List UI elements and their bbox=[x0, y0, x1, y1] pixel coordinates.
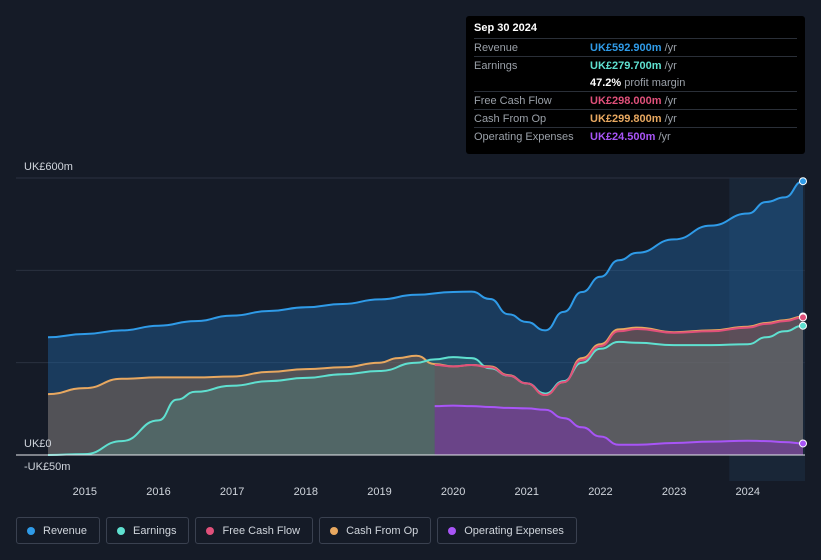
legend-item-cash-from-op[interactable]: Cash From Op bbox=[319, 517, 432, 544]
x-axis-ticks: 2015 2016 2017 2018 2019 2020 2021 2022 2023 2024 bbox=[73, 486, 760, 498]
legend-item-revenue[interactable]: Revenue bbox=[16, 517, 101, 544]
tooltip-row: Cash From Op UK£299.800m/yr bbox=[474, 109, 797, 127]
legend-label: Operating Expenses bbox=[464, 524, 564, 537]
legend-label: Free Cash Flow bbox=[222, 524, 301, 537]
tooltip-value: UK£299.800m bbox=[590, 112, 662, 125]
legend-label: Revenue bbox=[43, 524, 88, 537]
x-tick-label: 2024 bbox=[736, 486, 760, 498]
tooltip-value: UK£298.000m bbox=[590, 94, 662, 107]
legend-dot-icon bbox=[330, 526, 339, 535]
tooltip-row: Earnings UK£279.700m/yr bbox=[474, 56, 797, 74]
line-operating-expenses bbox=[434, 404, 804, 446]
x-tick-label: 2018 bbox=[294, 486, 318, 498]
tooltip-date: Sep 30 2024 bbox=[474, 22, 537, 34]
tooltip-row: Revenue UK£592.900m/yr bbox=[474, 38, 797, 56]
legend-item-free-cash-flow[interactable]: Free Cash Flow bbox=[195, 517, 314, 544]
tooltip-label: Free Cash Flow bbox=[474, 94, 552, 107]
y-label-zero: UK£0 bbox=[24, 438, 52, 450]
end-marker-revenue bbox=[799, 177, 807, 186]
tooltip-label: Operating Expenses bbox=[474, 130, 574, 143]
x-tick-label: 2017 bbox=[220, 486, 244, 498]
tooltip-unit: /yr bbox=[658, 130, 671, 143]
tooltip-label: Cash From Op bbox=[474, 112, 547, 125]
series-lines bbox=[47, 180, 804, 456]
legend-label: Cash From Op bbox=[346, 524, 419, 537]
tooltip-unit: /yr bbox=[664, 41, 677, 54]
legend-label: Earnings bbox=[133, 524, 177, 537]
tooltip-value: UK£24.500m bbox=[590, 130, 656, 143]
x-tick-label: 2015 bbox=[73, 486, 97, 498]
x-tick-label: 2019 bbox=[367, 486, 391, 498]
legend-dot-icon bbox=[117, 526, 126, 535]
y-label-top: UK£600m bbox=[24, 161, 73, 173]
tooltip-unit: profit margin bbox=[624, 76, 686, 89]
x-tick-label: 2016 bbox=[146, 486, 170, 498]
legend-dot-icon bbox=[206, 526, 215, 535]
tooltip-label: Earnings bbox=[474, 59, 518, 72]
legend: Revenue Earnings Free Cash Flow Cash From O… bbox=[16, 517, 577, 544]
end-markers bbox=[799, 177, 807, 448]
line-free-cash-flow bbox=[434, 316, 804, 397]
y-label-bottom: -UK£50m bbox=[24, 461, 70, 473]
area-operating-expenses bbox=[434, 405, 803, 455]
legend-dot-icon bbox=[448, 526, 457, 535]
x-tick-label: 2023 bbox=[662, 486, 686, 498]
tooltip-value: 47.2% bbox=[590, 76, 622, 89]
area-earnings bbox=[48, 325, 803, 455]
tooltip-unit: /yr bbox=[664, 112, 677, 125]
tooltip-label: Revenue bbox=[474, 41, 519, 54]
tooltip-unit: /yr bbox=[664, 94, 677, 107]
legend-item-operating-expenses[interactable]: Operating Expenses bbox=[437, 517, 577, 544]
end-marker-free-cash-flow bbox=[799, 313, 807, 322]
line-revenue bbox=[47, 180, 804, 339]
line-earnings bbox=[47, 324, 804, 456]
tooltip-value: UK£279.700m bbox=[590, 59, 662, 72]
end-marker-operating-expenses bbox=[799, 439, 807, 448]
area-cash-from-op bbox=[48, 316, 803, 455]
legend-item-earnings[interactable]: Earnings bbox=[106, 517, 190, 544]
x-tick-label: 2021 bbox=[515, 486, 539, 498]
tooltip-row: Free Cash Flow UK£298.000m/yr bbox=[474, 91, 797, 109]
x-tick-label: 2022 bbox=[588, 486, 612, 498]
legend-dot-icon bbox=[27, 526, 35, 535]
tooltip-row: 47.2% profit margin bbox=[474, 74, 797, 91]
tooltip-row: Operating Expenses UK£24.500m/yr bbox=[474, 127, 797, 145]
end-marker-earnings bbox=[799, 321, 807, 330]
tooltip: Sep 30 2024 Revenue UK£592.900m/yr Earning… bbox=[466, 16, 805, 154]
area-fills bbox=[48, 181, 803, 455]
tooltip-unit: /yr bbox=[664, 59, 677, 72]
x-tick-label: 2020 bbox=[441, 486, 465, 498]
tooltip-value: UK£592.900m bbox=[590, 41, 662, 54]
